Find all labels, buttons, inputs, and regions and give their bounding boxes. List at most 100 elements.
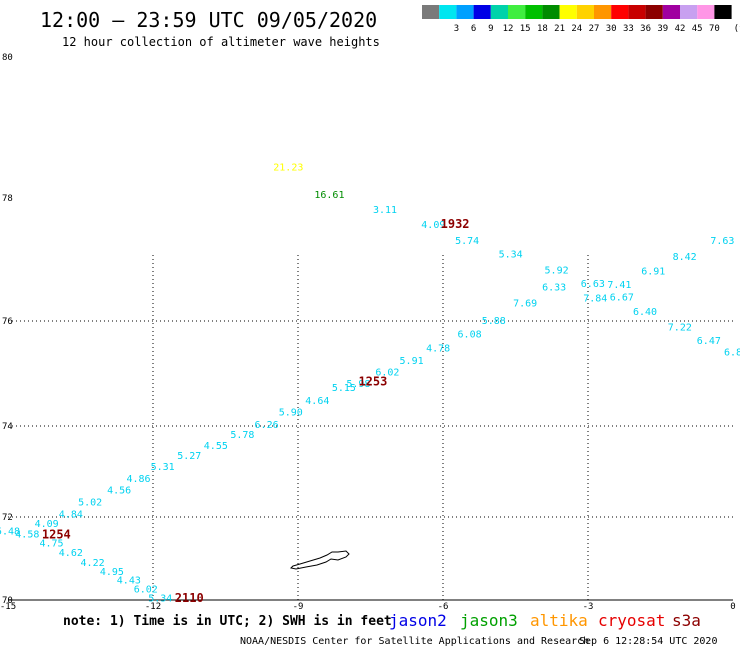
timestamp: Sep 6 12:28:54 UTC 2020 <box>579 636 717 647</box>
wave-height-label: 6.02 <box>134 584 158 595</box>
credit-line: NOAA/NESDIS Center for Satellite Applica… <box>240 636 589 647</box>
wave-height-label: 5.98 <box>346 379 370 390</box>
pass-time-label: 1253 <box>358 374 387 388</box>
map-grid <box>8 255 733 601</box>
wave-height-label: 4.56 <box>107 486 131 497</box>
wave-height-label: 5.34 <box>499 249 523 260</box>
wave-height-label: 7.63 <box>710 236 734 247</box>
wave-height-label: 6.08 <box>458 330 482 341</box>
wave-height-label: 4.43 <box>117 575 141 586</box>
wave-height-label: 5.74 <box>455 236 479 247</box>
color-scale-label: 45 <box>692 24 703 34</box>
wave-height-label: 4.95 <box>100 567 124 578</box>
color-scale-swatch <box>422 5 440 19</box>
wave-height-label: 6.26 <box>255 420 279 431</box>
wave-height-label: 5.78 <box>230 430 254 441</box>
color-scale-swatch <box>680 5 698 19</box>
wave-height-label: 5.92 <box>545 265 569 276</box>
color-scale-label: 24 <box>571 24 582 34</box>
color-scale-label: 12 <box>503 24 514 34</box>
color-scale-label: 15 <box>520 24 531 34</box>
x-tick-label: -3 <box>583 602 594 612</box>
wave-height-label: 5.88 <box>482 316 506 327</box>
wave-height-label: 16.61 <box>314 190 344 201</box>
wave-height-label: 5.91 <box>400 356 424 367</box>
wave-height-label: 4.64 <box>305 396 329 407</box>
pass-time-label: 2110 <box>175 591 204 605</box>
color-scale-label: 39 <box>657 24 668 34</box>
wave-height-label: 5.34 <box>148 594 172 605</box>
legend-entry-cryosat: cryosat <box>598 611 665 630</box>
wave-height-label: 4.75 <box>39 539 63 550</box>
color-scale-swatch <box>439 5 457 19</box>
wave-height-label: 6.40 <box>633 307 657 318</box>
color-scale-label: 9 <box>488 24 493 34</box>
color-scale-swatch <box>611 5 629 19</box>
color-scale-label: 21 <box>554 24 565 34</box>
wave-height-label: 6.02 <box>375 367 399 378</box>
color-scale-swatch <box>628 5 646 19</box>
wave-height-label: 8.42 <box>673 252 697 263</box>
units-note: note: 1) Time is in UTC; 2) SWH is in fe… <box>63 614 392 629</box>
wave-height-label: 5.02 <box>78 498 102 509</box>
wave-height-label: 6.67 <box>610 292 634 303</box>
axis-labels: -15 -12 -9 -6 -3 0 70 72 74 76 78 80 <box>0 53 736 612</box>
y-tick-label: 70 <box>2 596 13 606</box>
x-tick-label: -12 <box>145 602 161 612</box>
color-scale-label: 3 <box>454 24 459 34</box>
color-scale-label: 33 <box>623 24 634 34</box>
wave-height-label: 6.8 <box>724 347 740 358</box>
legend-entry-jason3: jason3 <box>460 611 518 630</box>
y-tick-label: 80 <box>2 53 13 63</box>
pass-time-marks: 1932 1253 1254 2110 <box>42 217 470 605</box>
legend-entry-altika: altika <box>530 611 588 630</box>
wave-height-label: 4.78 <box>426 343 450 354</box>
wave-height-label: 4.22 <box>81 558 105 569</box>
y-tick-label: 78 <box>2 194 13 204</box>
color-scale-swatch <box>645 5 663 19</box>
y-tick-label: 76 <box>2 317 13 327</box>
map-title: 12:00 – 23:59 UTC 09/05/2020 <box>40 8 377 32</box>
legend-entry-s3a: s3a <box>672 611 701 630</box>
wave-height-label: 4.84 <box>59 509 83 520</box>
color-scale-swatch <box>473 5 491 19</box>
color-scale-swatch <box>714 5 732 19</box>
wave-height-label: 3.11 <box>373 205 397 216</box>
color-scale-swatch <box>662 5 680 19</box>
color-scale-swatch <box>508 5 526 19</box>
wave-height-label: 4.09 <box>421 220 445 231</box>
jan-mayen-coastline <box>289 550 350 570</box>
wave-height-label: 4.62 <box>59 548 83 559</box>
wave-height-label: 5.15 <box>332 383 356 394</box>
wave-height-label: 6.33 <box>542 283 566 294</box>
color-scale-label: 30 <box>606 24 617 34</box>
wave-height-label: 6.63 <box>581 279 605 290</box>
wave-height-label: 7.22 <box>668 322 692 333</box>
color-scale-swatch <box>559 5 577 19</box>
x-tick-label: -9 <box>293 602 304 612</box>
wave-height-label: 4.86 <box>126 474 150 485</box>
wave-height-label: 7.69 <box>513 299 537 310</box>
y-tick-label: 74 <box>2 422 13 432</box>
wave-height-label: 7.41 <box>607 280 631 291</box>
wave-height-label: 4.55 <box>204 441 228 452</box>
x-tick-label: -15 <box>0 602 16 612</box>
color-scale-swatch <box>576 5 594 19</box>
color-scale-swatch <box>542 5 560 19</box>
map-subtitle: 12 hour collection of altimeter wave hei… <box>62 35 380 49</box>
wave-height-label: 4.58 <box>15 530 39 541</box>
wave-height-label: 5.90 <box>279 407 303 418</box>
color-scale-label: 36 <box>640 24 651 34</box>
legend-entry-jason2: jason2 <box>389 611 447 630</box>
color-scale-swatch <box>490 5 508 19</box>
color-scale-unit: (ft) <box>734 24 740 34</box>
pass-time-label: 1254 <box>42 527 71 541</box>
wave-height-label: 7.84 <box>583 294 607 305</box>
color-scale-swatch <box>594 5 612 19</box>
satellite-legend: jason2 jason3 altika cryosat s3a <box>389 611 701 630</box>
wave-height-label: 21.23 <box>273 162 303 173</box>
x-tick-label: -6 <box>438 602 449 612</box>
color-scale-label: 18 <box>537 24 548 34</box>
